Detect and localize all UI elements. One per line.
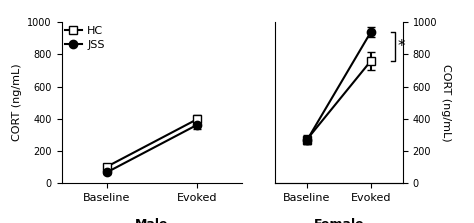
Y-axis label: CORT (ng/mL): CORT (ng/mL) bbox=[441, 64, 451, 141]
Legend: HC, JSS: HC, JSS bbox=[65, 26, 105, 50]
Y-axis label: CORT (ng/mL): CORT (ng/mL) bbox=[12, 64, 22, 141]
Text: *: * bbox=[398, 39, 405, 54]
Text: Female: Female bbox=[314, 218, 364, 223]
Text: Male: Male bbox=[135, 218, 168, 223]
